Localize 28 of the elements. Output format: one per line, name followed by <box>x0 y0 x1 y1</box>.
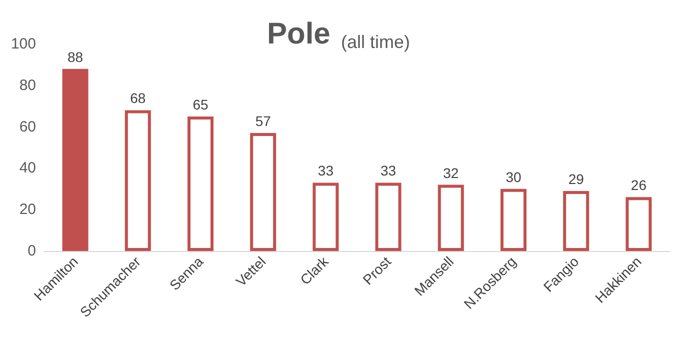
bar <box>188 116 214 251</box>
data-label: 68 <box>130 90 146 106</box>
bar <box>250 133 276 251</box>
bar <box>563 190 590 251</box>
bar <box>62 68 88 251</box>
data-label: 26 <box>630 177 647 194</box>
y-tick-label: 20 <box>19 201 36 218</box>
bar <box>375 182 402 251</box>
data-label: 30 <box>506 168 522 185</box>
bar <box>500 188 526 251</box>
data-label: 88 <box>68 48 84 65</box>
y-tick-label: 100 <box>10 36 36 52</box>
y-tick-label: 80 <box>19 76 36 94</box>
data-label: 32 <box>443 164 459 181</box>
y-tick-label: 0 <box>28 242 36 260</box>
data-label: 33 <box>318 162 334 179</box>
bar <box>438 184 464 251</box>
y-tick-label: 60 <box>19 118 36 136</box>
chart-title: Pole <box>267 18 330 50</box>
data-label: 33 <box>380 162 396 179</box>
bar <box>626 197 652 251</box>
data-label: 57 <box>255 113 272 130</box>
data-label: 65 <box>192 96 208 112</box>
bar <box>312 182 339 251</box>
y-tick-label: 40 <box>19 160 36 177</box>
bar <box>124 110 151 251</box>
chart-subtitle: (all time) <box>341 32 410 52</box>
data-label: 29 <box>568 170 584 187</box>
